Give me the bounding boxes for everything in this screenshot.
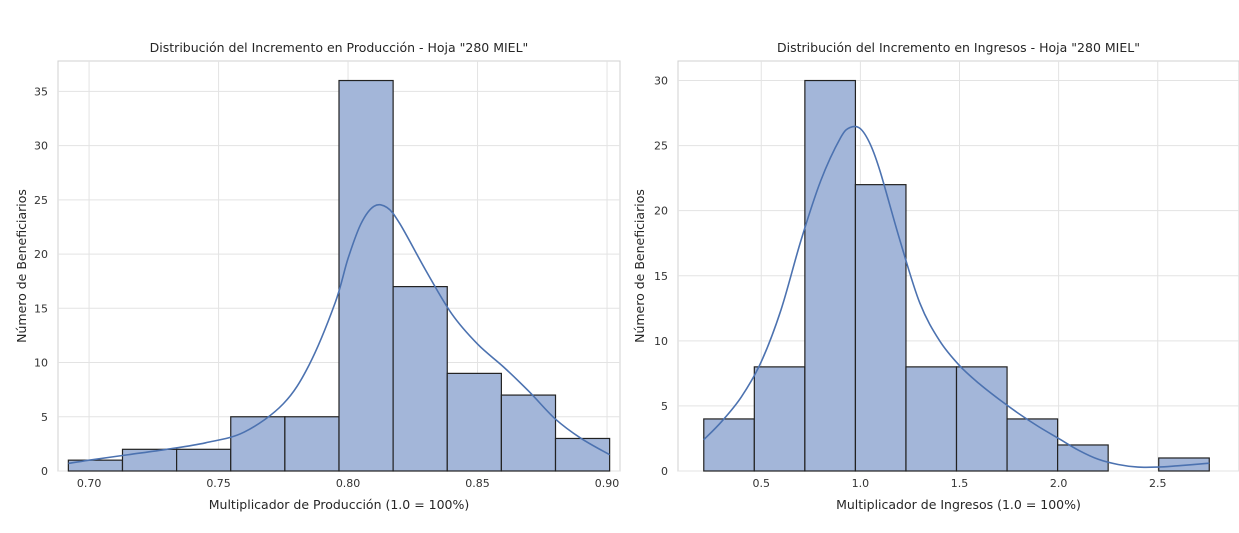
histogram-bar (753, 366, 806, 472)
y-tick-label: 25 (34, 194, 48, 207)
x-axis-label: Multiplicador de Producción (1.0 = 100%) (209, 497, 470, 512)
y-tick-label: 10 (654, 335, 668, 348)
y-tick-label: 5 (661, 400, 668, 413)
histogram-bar (176, 448, 232, 472)
y-tick-label: 30 (34, 140, 48, 153)
x-axis-label: Multiplicador de Ingresos (1.0 = 100%) (836, 497, 1081, 512)
x-tick-label: 0.80 (336, 477, 361, 490)
histogram-bar (804, 79, 857, 472)
y-tick-label: 5 (41, 411, 48, 424)
income-chart: Distribución del Incremento en Ingresos … (632, 40, 1239, 512)
x-tick-label: 0.5 (753, 477, 771, 490)
y-tick-label: 15 (34, 302, 48, 315)
kde-curve (703, 125, 1210, 469)
y-axis-label: Número de Beneficiarios (14, 189, 29, 343)
histogram-bar (284, 416, 340, 472)
y-tick-label: 10 (34, 357, 48, 370)
production-chart: Distribución del Incremento en Producció… (14, 40, 621, 512)
histogram-bar (500, 394, 557, 472)
histogram-bar (554, 437, 611, 472)
y-tick-label: 25 (654, 140, 668, 153)
y-tick-label: 0 (41, 465, 48, 478)
y-tick-label: 20 (654, 205, 668, 218)
histogram-bar (1057, 444, 1109, 472)
x-tick-label: 0.90 (595, 477, 620, 490)
histogram-bar (955, 366, 1008, 472)
chart-title: Distribución del Incremento en Producció… (150, 40, 529, 55)
histogram-bar (905, 366, 958, 472)
histogram-bar (1006, 418, 1059, 472)
histogram-bar (446, 372, 502, 472)
y-tick-label: 15 (654, 270, 668, 283)
y-tick-label: 20 (34, 248, 48, 261)
x-tick-label: 2.5 (1149, 477, 1167, 490)
y-tick-label: 30 (654, 75, 668, 88)
y-tick-label: 0 (661, 465, 668, 478)
x-tick-label: 0.75 (206, 477, 231, 490)
x-tick-label: 0.85 (465, 477, 490, 490)
x-tick-label: 0.70 (77, 477, 102, 490)
x-tick-label: 1.0 (852, 477, 870, 490)
histogram-bar (392, 286, 448, 472)
y-tick-label: 35 (34, 85, 48, 98)
histogram-bar (703, 418, 755, 472)
chart-title: Distribución del Incremento en Ingresos … (777, 40, 1140, 55)
histogram-bar (854, 184, 907, 472)
histogram-bar (338, 79, 394, 472)
x-tick-label: 2.0 (1050, 477, 1068, 490)
kde-curve (68, 203, 611, 465)
x-tick-label: 1.5 (951, 477, 969, 490)
histogram-bar (230, 416, 286, 472)
y-axis-label: Número de Beneficiarios (632, 189, 647, 343)
